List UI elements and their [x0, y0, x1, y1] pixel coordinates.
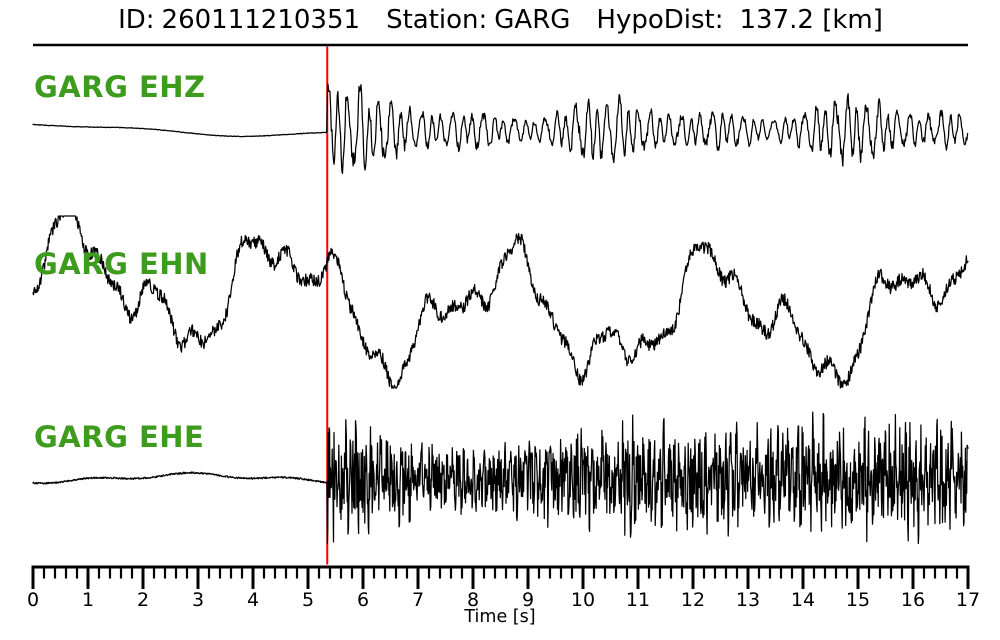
x-tick-label: 6 — [357, 589, 369, 611]
x-tick-label: 15 — [846, 589, 870, 611]
x-tick-label: 16 — [901, 589, 925, 611]
x-tick-label: 14 — [791, 589, 815, 611]
x-tick-label: 1 — [82, 589, 94, 611]
channel-label-ehn: GARG EHN — [34, 247, 209, 281]
x-tick-label: 17 — [956, 589, 980, 611]
x-tick-label: 12 — [681, 589, 705, 611]
station-label: Station: — [386, 5, 488, 35]
x-tick-label: 10 — [571, 589, 595, 611]
hypodist-label: HypoDist: — [596, 5, 724, 35]
hypodist-value: 137.2 [km] — [739, 5, 883, 35]
trace-ehe — [32, 411, 969, 545]
x-tick-label: 13 — [736, 589, 760, 611]
id-value: 260111210351 — [161, 5, 361, 35]
x-tick-label: 8 — [467, 589, 479, 611]
x-tick-label: 0 — [27, 589, 39, 611]
x-tick-label: 3 — [192, 589, 204, 611]
station-value: GARG — [494, 5, 571, 35]
x-axis-label: Time [s] — [464, 607, 536, 627]
x-tick-label: 5 — [302, 589, 314, 611]
x-tick-label: 9 — [522, 589, 534, 611]
x-tick-label: 7 — [412, 589, 424, 611]
x-tick-label: 11 — [626, 589, 650, 611]
figure-title: ID: 260111210351 Station: GARG HypoDist: 137.… — [33, 4, 968, 37]
trace-ehz — [32, 83, 969, 175]
channel-label-ehe: GARG EHE — [34, 420, 205, 454]
id-label: ID: — [118, 5, 155, 35]
trace-ehn — [32, 215, 969, 389]
channel-label-ehz: GARG EHZ — [34, 70, 206, 104]
x-tick-label: 2 — [137, 589, 149, 611]
x-tick-label: 4 — [247, 589, 259, 611]
